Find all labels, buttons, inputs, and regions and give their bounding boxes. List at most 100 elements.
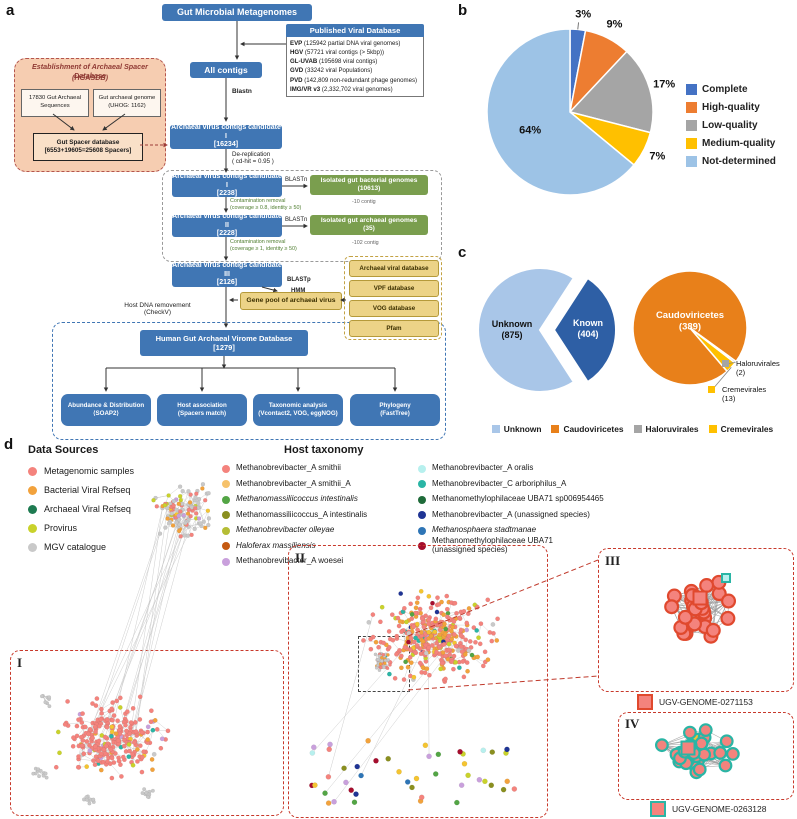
legend-swatch bbox=[686, 102, 697, 113]
legend-label: Methanomethylophilaceae UBA71 (unassigne… bbox=[432, 536, 553, 555]
quality-legend-item: Not-determined bbox=[686, 156, 776, 167]
db-entry-desc: (33242 viral Populations) bbox=[303, 67, 373, 75]
taxa-legend-item: Haloruvirales bbox=[633, 424, 699, 434]
legend-dot bbox=[222, 526, 230, 535]
db-entry-name: HGV bbox=[290, 49, 304, 57]
hgasdb-subtitle: (HGASDB) bbox=[72, 73, 108, 82]
quality-legend: Complete High-quality Low-quality Medium-qu… bbox=[686, 84, 776, 174]
pie-charts: 3% 9% 17% 7% 64% Unknown (875) Known (404) Caudov… bbox=[477, 8, 780, 403]
reference-db-box: Pfam bbox=[349, 320, 439, 337]
genome-square-orange bbox=[637, 694, 653, 710]
db-entry-desc: (57721 viral contigs (> 5kbp)) bbox=[303, 49, 384, 57]
contamination1-count: -10 contig bbox=[352, 199, 376, 205]
taxa-legend-item: Caudoviricetes bbox=[551, 424, 624, 434]
host-taxon-item: Methanobrevibacter olleyae bbox=[222, 523, 367, 539]
quality-legend-item: Low-quality bbox=[686, 120, 776, 131]
genome-label-1: UGV-GENOME-0271153 bbox=[659, 697, 753, 707]
host-taxon-item: Methanobrevibacter_A smithii_A bbox=[222, 477, 367, 493]
legend-label: Methanobrevibacter_A (unassigned species… bbox=[432, 509, 590, 519]
pie-label: 64% bbox=[519, 125, 541, 137]
hmm-label: HMM bbox=[291, 288, 306, 294]
subnet-label-II: II bbox=[295, 550, 306, 565]
genome-label-2: UGV-GENOME-0263128 bbox=[672, 804, 767, 814]
legend-label: MGV catalogue bbox=[44, 541, 107, 552]
network-zoom-source-box bbox=[358, 636, 410, 692]
legend-label: Methanosphaera stadtmanae bbox=[432, 525, 537, 535]
dereplication-group-box bbox=[162, 170, 442, 262]
genome-legend-1: UGV-GENOME-0271153 bbox=[637, 694, 753, 710]
published-db-entry: HGV (57721 viral contigs (> 5kbp)) bbox=[290, 48, 420, 57]
host-taxon-item: Methanobrevibacter_A woesei bbox=[222, 554, 367, 570]
legend-dot bbox=[222, 511, 230, 520]
pie-slice-medium-quality bbox=[569, 111, 652, 166]
legend-dot bbox=[28, 486, 37, 495]
pie-label: Cremevirales (13) bbox=[722, 385, 766, 403]
legend-label: Methanobrevibacter_A smithii bbox=[236, 463, 341, 473]
legend-label: Methanobrevibacter_C arboriphilus_A bbox=[432, 478, 567, 488]
legend-label: High-quality bbox=[702, 102, 760, 113]
candidate2-box: Archaeal virus contigs candidate II [222… bbox=[172, 212, 282, 238]
reference-db-box: VPF database bbox=[349, 280, 439, 297]
legend-swatch bbox=[686, 138, 697, 149]
host-taxon-item: Methanomethylophilaceae UBA71 sp00695446… bbox=[418, 492, 604, 508]
legend-swatch bbox=[551, 425, 560, 433]
legend-dot bbox=[418, 526, 426, 535]
quality-legend-item: Medium-quality bbox=[686, 138, 776, 149]
pie-slice-unknown bbox=[477, 267, 576, 393]
host-taxon-item: Methanosphaera stadtmanae bbox=[418, 523, 604, 539]
legend-label: Low-quality bbox=[702, 120, 758, 131]
host-taxon-item: Methanobrevibacter_C arboriphilus_A bbox=[418, 477, 604, 493]
legend-label: Medium-quality bbox=[702, 138, 776, 149]
db-entry-name: IMG/VR v3 bbox=[290, 85, 321, 93]
legend-label: Unknown bbox=[503, 424, 542, 434]
flow-top-box: Gut Microbial Metagenomes bbox=[162, 4, 312, 21]
pie-label: 7% bbox=[649, 150, 665, 162]
host-dna-label: Host DNA removement (CheckV) bbox=[124, 302, 191, 316]
gene-pool-box: Gene pool of archaeal virus bbox=[240, 292, 342, 310]
network-cluster-I-upper bbox=[151, 482, 212, 539]
pie-label: 9% bbox=[607, 19, 623, 31]
pie-slice-low-quality bbox=[568, 50, 654, 134]
published-db-entry: IMG/VR v3 (2,332,702 viral genomes) bbox=[290, 85, 420, 94]
legend-dot bbox=[222, 557, 230, 566]
legend-label: Archaeal Viral Refseq bbox=[44, 503, 131, 514]
legend-dot bbox=[28, 467, 37, 476]
pie-slice-caudoviricetes bbox=[632, 270, 748, 386]
subnet-label-IV: IV bbox=[625, 716, 640, 731]
pie-label: Haloruvirales (2) bbox=[736, 359, 780, 377]
host-taxon-item: Methanomassiliicoccus intestinalis bbox=[222, 492, 367, 508]
panel-label-a: a bbox=[6, 2, 15, 19]
blastn2-label: BLASTn bbox=[285, 177, 308, 183]
data-source-item: Archaeal Viral Refseq bbox=[28, 500, 134, 519]
network-box-II bbox=[288, 545, 548, 818]
published-db-entry: PVD (142,809 non-redundant phage genomes… bbox=[290, 76, 420, 85]
taxa-legend-item: Cremevirales bbox=[708, 424, 774, 434]
host-taxon-item: Methanobrevibacter_A (unassigned species… bbox=[418, 508, 604, 524]
legend-label: Cremevirales bbox=[720, 424, 774, 434]
legend-label: Metagenomic samples bbox=[44, 465, 135, 476]
db-entry-desc: (142,809 non-redundant phage genomes) bbox=[302, 76, 418, 84]
legend-dot bbox=[28, 524, 37, 533]
legend-dot bbox=[28, 543, 37, 552]
published-viral-database: Published Viral Database EVP (125942 par… bbox=[286, 24, 424, 97]
data-sources-legend: Metagenomic samples Bacterial Viral Refse… bbox=[28, 462, 134, 557]
dereplication-label: De-replication ( cd-hit = 0.95 ) bbox=[232, 151, 274, 165]
db-entry-name: GVD bbox=[290, 67, 304, 75]
legend-label: Caudoviricetes bbox=[563, 424, 624, 434]
legend-dot bbox=[222, 480, 230, 489]
network-box-I bbox=[10, 650, 284, 816]
legend-dot bbox=[222, 542, 230, 551]
legend-label: Methanomassiliicoccus_A intestinalis bbox=[236, 509, 368, 519]
virome-db-group bbox=[52, 322, 446, 440]
legend-label: Methanobrevibacter_A oralis bbox=[432, 463, 534, 473]
legend-swatch bbox=[686, 120, 697, 131]
output-box: Host association (Spacers match) bbox=[157, 394, 247, 426]
legend-label: Not-determined bbox=[702, 156, 776, 167]
pie-slice-haloruvirales bbox=[689, 327, 738, 364]
pie-slice-complete bbox=[569, 28, 587, 113]
hgasdb-sequences-box: 17830 Gut Archaeal Sequences bbox=[21, 89, 89, 117]
legend-dot bbox=[418, 511, 426, 520]
legend-dot bbox=[222, 464, 230, 473]
db-entry-name: GL-UVAB bbox=[290, 58, 318, 66]
